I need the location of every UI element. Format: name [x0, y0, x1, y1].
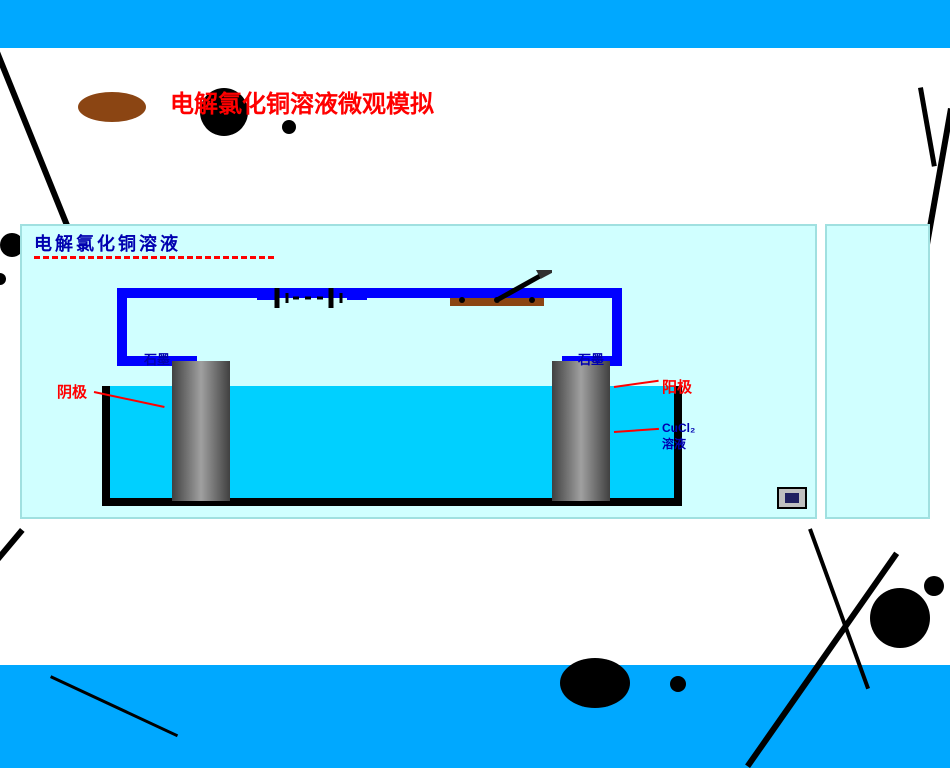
cathode-material: 石墨: [144, 349, 170, 368]
slide-area: 电解氯化铜溶液微观模拟 电解氯化铜溶液: [0, 48, 950, 665]
switch-icon[interactable]: [442, 270, 552, 310]
deco-circle: [282, 120, 296, 134]
wire-left-down: [117, 288, 127, 366]
deco-circle: [670, 676, 686, 692]
solution-label: CuCl₂ 溶液: [662, 421, 695, 452]
side-panel: [825, 224, 930, 519]
slide-title: 电解氯化铜溶液微观模拟: [170, 84, 434, 119]
cathode-electrode: [172, 361, 230, 501]
battery-icon: [257, 286, 367, 310]
play-button[interactable]: [777, 487, 807, 509]
deco-circle: [870, 588, 930, 648]
anode-electrode: [552, 361, 610, 501]
anode-material: 石墨: [578, 349, 604, 368]
deco-line: [918, 87, 937, 167]
deco-circle: [78, 92, 146, 122]
diagram-wrapper: 电解氯化铜溶液: [20, 224, 930, 519]
deco-circle: [560, 658, 630, 708]
deco-circle: [924, 576, 944, 596]
deco-line: [0, 528, 25, 700]
deco-line: [50, 675, 178, 737]
diagram-heading: 电解氯化铜溶液: [34, 230, 181, 256]
heading-underline: [34, 256, 274, 259]
cathode-label: 阴极: [57, 381, 87, 402]
anode-label: 阳极: [662, 376, 692, 397]
diagram-panel: 电解氯化铜溶液: [20, 224, 817, 519]
deco-line: [745, 552, 899, 768]
wire-right-down: [612, 288, 622, 366]
deco-line: [0, 16, 72, 231]
deco-circle: [0, 273, 6, 285]
